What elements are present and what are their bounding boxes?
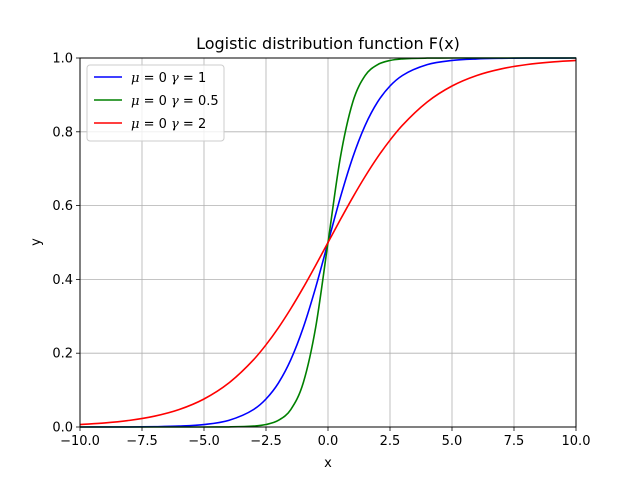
x-tick-label: −5.0 [188,434,220,449]
y-tick-label: 1.0 [52,52,73,67]
x-axis: −10.0 −7.5 −5.0 −2.5 0.0 2.5 5.0 7.5 10.0 [60,427,590,449]
legend-label-part: γ [171,117,179,132]
x-tick-label: 0.0 [318,434,339,449]
legend-label-part: γ [171,94,179,109]
x-tick-label: −7.5 [126,434,158,449]
chart-title: Logistic distribution function F(x) [196,34,460,53]
x-tick-label: 2.5 [380,434,401,449]
legend-label-part: γ [171,71,179,86]
legend-label-part: μ [131,94,139,109]
x-tick-label: 7.5 [504,434,525,449]
y-axis-label: y [29,238,44,246]
legend-label-2: μ = 0 γ = 2 [131,117,206,132]
y-tick-label: 0.6 [52,199,73,214]
series-line-2 [80,59,576,426]
legend-label-part: = 0.5 [179,94,219,109]
legend-label-part: μ [131,71,139,86]
legend-label-1: μ = 0 γ = 0.5 [131,94,219,109]
y-axis: 0.0 0.2 0.4 0.6 0.8 1.0 [52,52,80,436]
x-axis-label: x [324,456,332,471]
legend-label-part: = 0 [139,117,171,132]
y-tick-label: 0.4 [52,273,73,288]
legend: μ = 0 γ = 1μ = 0 γ = 0.5μ = 0 γ = 2 [86,64,225,142]
x-tick-label: −2.5 [250,434,282,449]
x-tick-label: −10.0 [60,434,100,449]
x-tick-label: 5.0 [442,434,463,449]
legend-label-0: μ = 0 γ = 1 [131,71,206,86]
y-tick-label: 0.2 [52,347,73,362]
y-tick-label: 0.8 [52,125,73,140]
legend-label-part: = 1 [179,71,206,86]
legend-label-part: = 0 [139,94,171,109]
legend-label-part: = 0 [139,71,171,86]
y-tick-label: 0.0 [52,421,73,436]
legend-label-part: μ [131,117,139,132]
legend-label-part: = 2 [179,117,206,132]
x-tick-label: 10.0 [562,434,591,449]
legend-box [86,64,225,142]
